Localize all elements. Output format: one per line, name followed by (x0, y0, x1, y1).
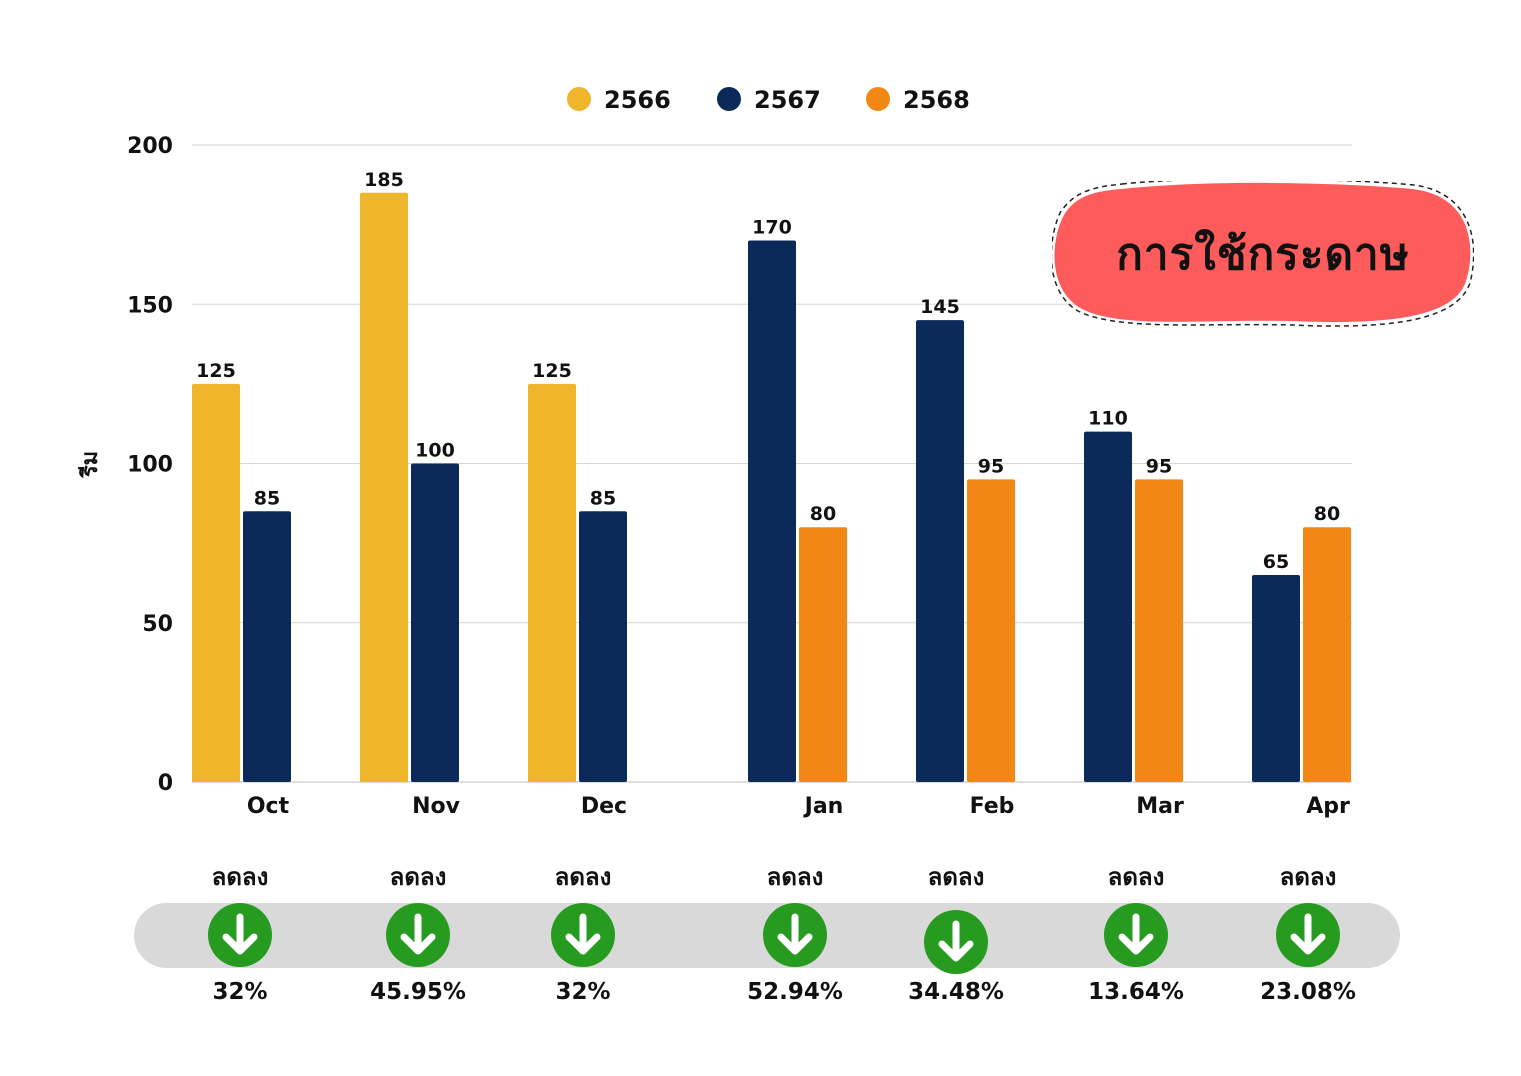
bar-2568-mar (1135, 479, 1183, 782)
data-label: 85 (590, 487, 616, 509)
x-tick-label: Mar (1136, 794, 1184, 819)
decrease-label: ลดลง (211, 863, 269, 891)
x-tick-label: Oct (247, 794, 290, 819)
down-arrow-icon (1104, 903, 1168, 967)
decrease-label: ลดลง (1279, 863, 1337, 891)
y-tick-label: 50 (142, 612, 173, 637)
decrease-label: ลดลง (927, 863, 985, 891)
bar-2567-oct (243, 511, 291, 782)
bar-2567-mar (1084, 431, 1132, 782)
bar-2567-jan (748, 240, 796, 783)
down-arrow-icon (1276, 903, 1340, 967)
legend-swatch (567, 87, 591, 111)
y-tick-label: 200 (127, 134, 173, 159)
decrease-percent: 32% (212, 979, 268, 1005)
bar-2568-feb (967, 479, 1015, 782)
bar-2566-oct (192, 383, 240, 782)
decrease-percent: 52.94% (747, 979, 843, 1005)
legend-swatch (717, 87, 741, 111)
data-label: 80 (810, 503, 836, 525)
chart-title: การใช้กระดาษ (1116, 229, 1410, 280)
down-arrow-icon (386, 903, 450, 967)
bars (192, 192, 1351, 783)
x-tick-label: Feb (970, 794, 1015, 819)
bar-2567-dec (579, 511, 627, 782)
title-badge-shape (1052, 181, 1474, 327)
decrease-percent: 34.48% (908, 979, 1004, 1005)
data-label: 85 (254, 487, 280, 509)
legend-swatch (866, 87, 890, 111)
bar-2567-apr (1252, 574, 1300, 782)
legend-label: 2566 (604, 86, 671, 114)
data-label: 95 (1146, 455, 1172, 477)
bar-2567-feb (916, 320, 964, 782)
down-arrow-icon (551, 903, 615, 967)
decrease-percent: 32% (555, 979, 611, 1005)
data-label: 95 (978, 455, 1004, 477)
title-badge: การใช้กระดาษ (1052, 181, 1474, 327)
y-tick-label: 150 (127, 293, 173, 318)
bar-2566-nov (360, 192, 408, 782)
x-tick-label: Jan (803, 794, 844, 819)
data-label: 65 (1263, 551, 1289, 573)
x-tick-label: Dec (581, 794, 627, 819)
legend: 2566 2567 2568 (567, 86, 970, 114)
data-label: 125 (532, 360, 572, 382)
legend-label: 2568 (903, 86, 970, 114)
decrease-percent: 45.95% (370, 979, 466, 1005)
data-label: 185 (364, 169, 404, 191)
down-arrow-icon (924, 910, 988, 974)
down-arrow-icon (763, 903, 827, 967)
x-axis: Oct Nov Dec Jan Feb Mar Apr (247, 794, 1350, 819)
value-labels: 125 85 185 100 125 85 170 80 145 95 110 95 65 80 (196, 169, 1340, 573)
decrease-percent: 13.64% (1088, 979, 1184, 1005)
decrease-label: ลดลง (766, 863, 824, 891)
data-label: 145 (920, 296, 960, 318)
decrease-label: ลดลง (554, 863, 612, 891)
bar-2566-dec (528, 383, 576, 782)
y-axis-title: รีม (78, 451, 103, 479)
decrease-label: ลดลง (1107, 863, 1165, 891)
data-label: 125 (196, 360, 236, 382)
data-label: 110 (1088, 408, 1128, 430)
data-label: 170 (752, 217, 792, 239)
bar-2567-nov (411, 463, 459, 782)
y-axis: 0 50 100 150 200 (127, 134, 173, 796)
decrease-percent: 23.08% (1260, 979, 1356, 1005)
legend-label: 2567 (754, 86, 821, 114)
decrease-label: ลดลง (389, 863, 447, 891)
bar-2568-jan (799, 527, 847, 782)
y-tick-label: 100 (127, 453, 173, 478)
data-label: 100 (415, 440, 455, 462)
data-label: 80 (1314, 503, 1340, 525)
down-arrow-icon (208, 903, 272, 967)
bar-2568-apr (1303, 527, 1351, 782)
y-tick-label: 0 (158, 771, 173, 796)
x-tick-label: Apr (1306, 794, 1350, 819)
x-tick-label: Nov (412, 794, 461, 819)
